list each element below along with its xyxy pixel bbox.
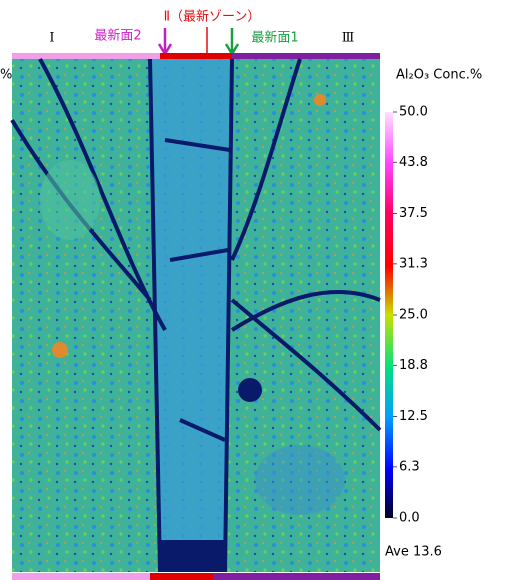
zone-bar: [150, 573, 213, 580]
arrow: [157, 28, 173, 57]
colorbar-tick-label: 18.8: [399, 358, 428, 373]
zone-bar: [12, 53, 160, 59]
surface-label: 最新面1: [251, 30, 298, 46]
colorbar-tick-label: 31.3: [399, 256, 428, 271]
colorbar: [385, 112, 393, 518]
colorbar-title: Al₂O₃ Conc.%: [396, 68, 482, 83]
colorbar-tick-label: 25.0: [399, 308, 428, 323]
zone-bar: [160, 53, 232, 59]
zone-label: Ⅱ（最新ゾーン）: [164, 9, 261, 25]
element-map: [10, 58, 382, 573]
colorbar-tick-label: 37.5: [399, 206, 428, 221]
colorbar-tick-label: 43.8: [399, 155, 428, 170]
colorbar-tick-label: 50.0: [399, 105, 428, 120]
zone-bar: [12, 573, 150, 580]
average-text: Ave 13.6: [385, 545, 442, 560]
zone-label: Ⅰ: [49, 31, 54, 46]
arrow: [224, 28, 240, 57]
zone-bar: [232, 53, 380, 59]
colorbar-tick-label: 0.0: [399, 511, 420, 526]
surface-label: 最新面2: [94, 28, 141, 44]
zone-bar: [213, 573, 380, 580]
colorbar-tick-label: 6.3: [399, 459, 420, 474]
fragment-text: %: [0, 68, 12, 83]
colorbar-tick-label: 12.5: [399, 409, 428, 424]
zone-label: Ⅲ: [342, 31, 355, 46]
